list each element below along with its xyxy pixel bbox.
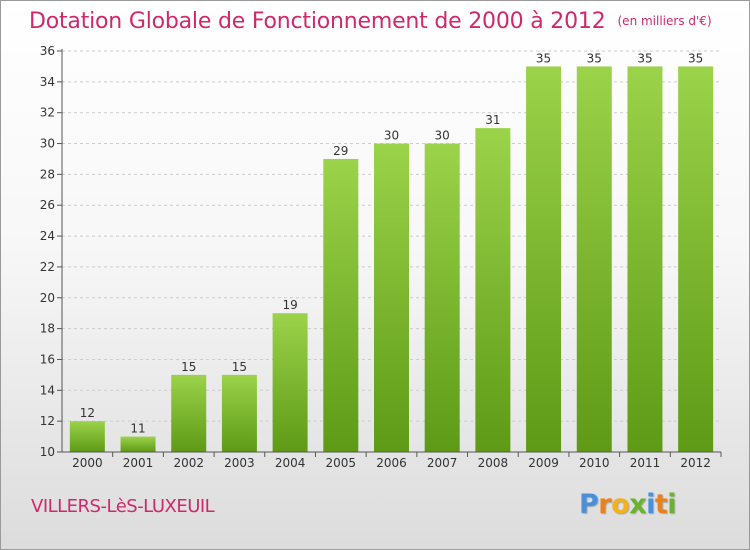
y-tick-label: 16 [40,352,55,366]
logo-letter: P [579,489,599,520]
y-tick-label: 18 [40,322,55,336]
x-tick-label: 2011 [630,456,661,470]
bar-value-label: 35 [587,51,602,65]
bar-value-label: 30 [384,129,399,143]
chart-title-text: Dotation Globale de Fonctionnement de 20… [29,9,606,34]
y-tick-label: 36 [40,44,55,58]
bar [374,143,409,453]
x-tick-label: 2000 [72,456,103,470]
bar [526,66,562,452]
bar-value-label: 11 [130,422,145,436]
labels: 10 12 14 16 18 20 22 24 26 28 30 32 34 36 12 2000 11 2001… [40,44,711,470]
x-tick-label: 2009 [528,456,559,470]
bar [221,374,257,452]
bar-value-label: 19 [282,298,297,312]
x-tick-label: 2002 [173,456,204,470]
y-tick-label: 22 [40,260,55,274]
axes [57,49,722,457]
x-tick-label: 2007 [427,456,458,470]
y-tick-label: 24 [40,229,55,243]
x-tick-label: 2012 [680,456,711,470]
x-tick-label: 2006 [376,456,407,470]
y-tick-label: 14 [40,383,55,397]
y-tick-label: 12 [40,414,55,428]
proxiti-logo: Proxiti [579,489,677,520]
bar-value-label: 30 [435,129,450,143]
x-tick-label: 2010 [579,456,610,470]
bar [576,66,612,452]
bar-value-label: 29 [333,144,348,158]
logo-letter: t [654,489,668,520]
logo-letter: x [629,489,647,520]
y-tick-label: 34 [40,75,55,89]
logo-letter: i [667,489,677,520]
x-tick-label: 2005 [326,456,357,470]
bar [120,436,156,452]
bar [272,313,308,452]
y-tick-label: 10 [40,445,55,459]
bar [323,158,359,452]
bar [678,66,714,452]
chart-unit-note: (en milliers d'€) [617,14,712,28]
x-tick-label: 2003 [224,456,255,470]
x-tick-label: 2008 [478,456,509,470]
bar-value-label: 35 [637,51,652,65]
x-tick-label: 2004 [275,456,306,470]
bar-value-label: 35 [536,51,551,65]
y-tick-label: 32 [40,106,55,120]
bar [475,128,511,452]
place-name: VILLERS-LèS-LUXEUIL [31,496,215,517]
bar [171,374,207,452]
bar-value-label: 12 [80,406,95,420]
bar-value-label: 15 [232,360,247,374]
bars [69,66,714,453]
logo-letter: o [611,489,630,520]
bar-value-label: 35 [688,51,703,65]
bar-value-label: 15 [181,360,196,374]
bar [627,66,663,452]
y-tick-label: 28 [40,167,55,181]
x-tick-label: 2001 [123,456,154,470]
bar-value-label: 31 [485,113,500,127]
bar [69,421,105,452]
y-tick-label: 30 [40,137,55,151]
y-tick-label: 26 [40,198,55,212]
y-tick-label: 20 [40,291,55,305]
chart-title: Dotation Globale de Fonctionnement de 20… [29,9,712,34]
bar [424,143,460,453]
logo-letter: i [646,489,655,520]
logo-letter: r [598,489,612,520]
